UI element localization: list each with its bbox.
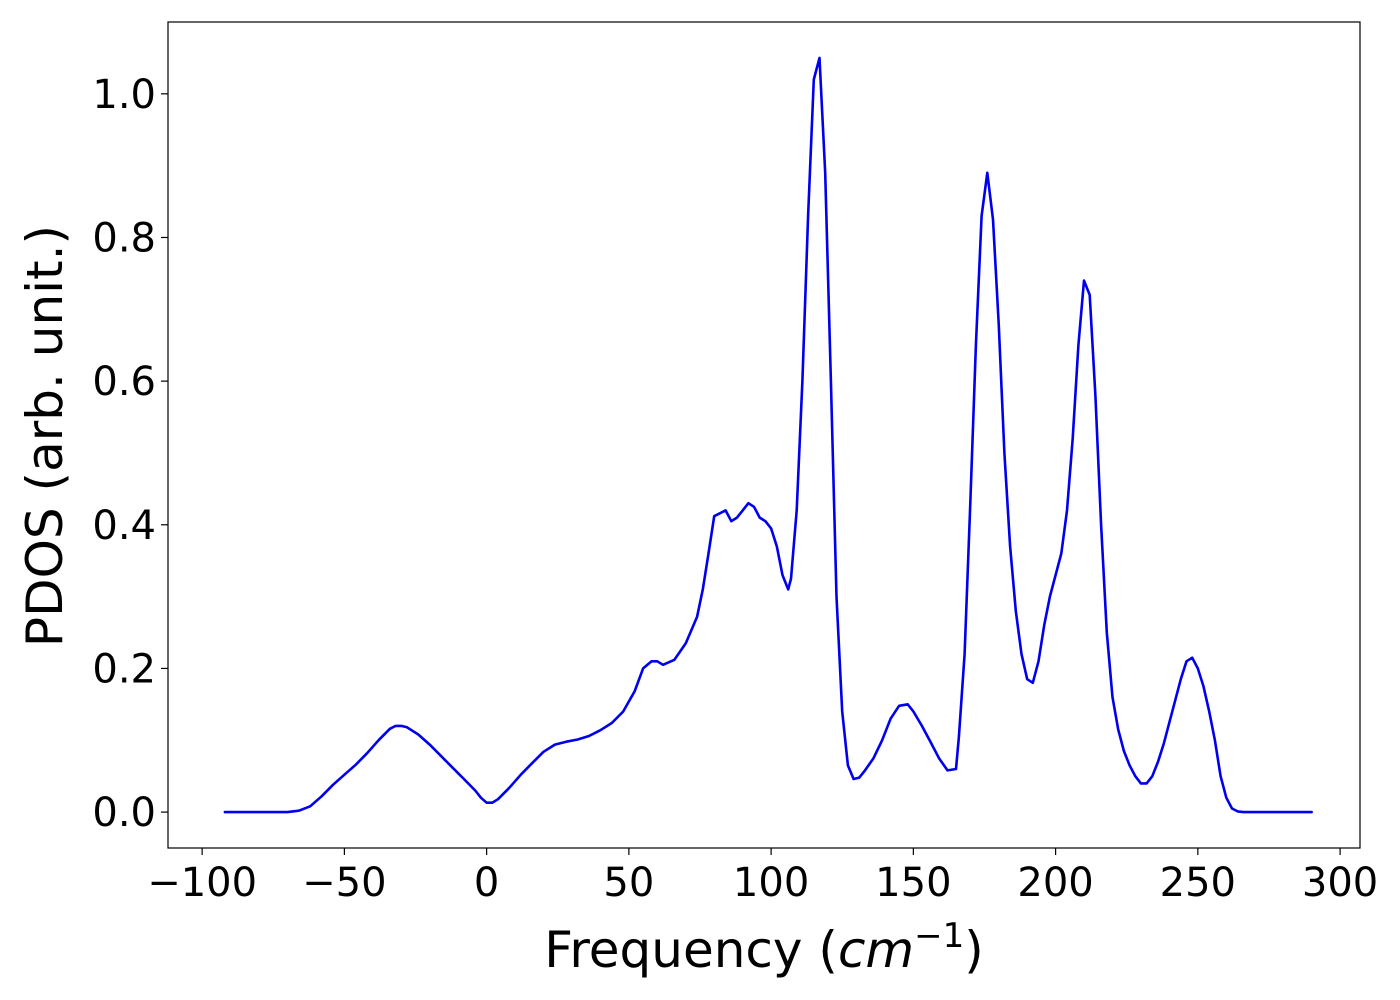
y-tick-label: 0.6 bbox=[92, 359, 156, 405]
x-axis-unit-close: ) bbox=[964, 921, 984, 979]
x-axis-unit-base: cm bbox=[838, 921, 914, 979]
x-axis-unit-open: ( bbox=[818, 921, 838, 979]
x-tick-label: 0 bbox=[474, 860, 499, 906]
y-axis-label: PDOS (arb. unit.) bbox=[16, 225, 74, 647]
y-tick-label: 0.0 bbox=[92, 790, 156, 836]
y-tick-label: 0.8 bbox=[92, 215, 156, 261]
x-tick-label: −50 bbox=[302, 860, 386, 906]
plot-area bbox=[167, 21, 1361, 849]
x-axis-label: Frequency (cm−1) bbox=[544, 916, 984, 979]
x-axis-unit-exponent: −1 bbox=[914, 916, 964, 956]
x-tick-label: 250 bbox=[1160, 860, 1236, 906]
x-tick-label: 300 bbox=[1302, 860, 1378, 906]
x-tick-label: 200 bbox=[1017, 860, 1093, 906]
plot-frame bbox=[167, 21, 1361, 849]
x-tick-label: 100 bbox=[733, 860, 809, 906]
x-tick-label: 150 bbox=[875, 860, 951, 906]
y-tick-label: 0.2 bbox=[92, 646, 156, 692]
y-tick-label: 1.0 bbox=[92, 72, 156, 118]
series-layer bbox=[223, 56, 1313, 814]
x-axis-label-text: Frequency bbox=[544, 921, 802, 979]
y-tick-label: 0.4 bbox=[92, 503, 156, 549]
x-tick-label: −100 bbox=[147, 860, 257, 906]
pdos-series-line bbox=[223, 56, 1313, 814]
x-axis-ticks: −100 −50 0 50 100 150 200 250 300 bbox=[147, 848, 1378, 906]
x-tick-label: 50 bbox=[603, 860, 654, 906]
y-axis-ticks: 0.0 0.2 0.4 0.6 0.8 1.0 bbox=[92, 72, 168, 836]
